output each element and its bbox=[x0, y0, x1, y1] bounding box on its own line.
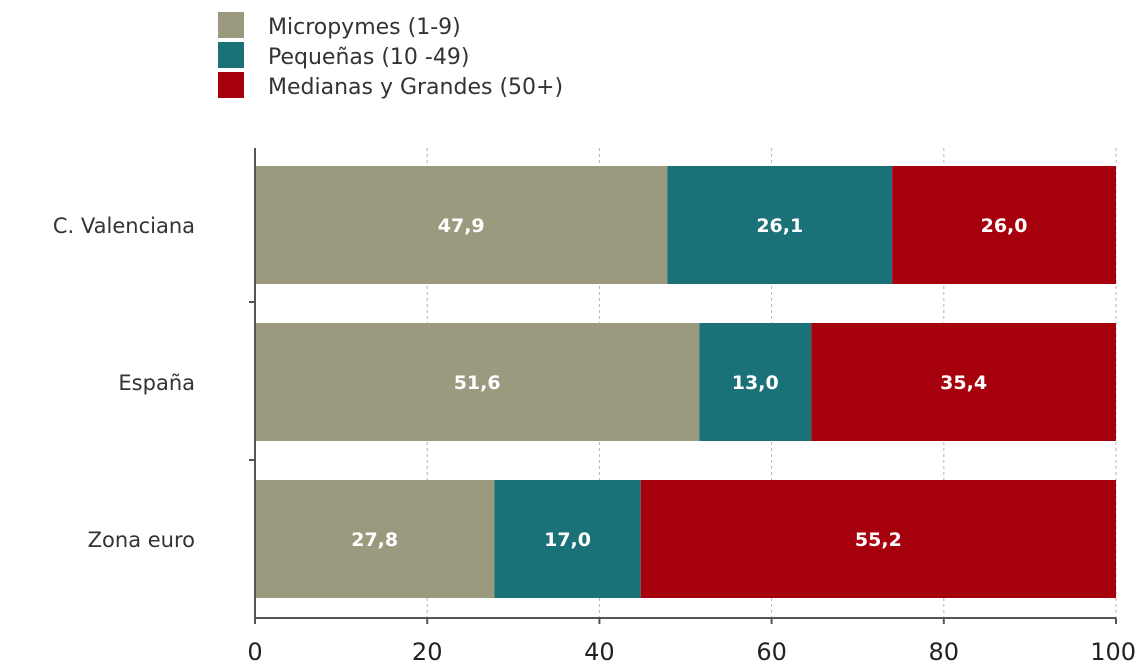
legend-label-pequenas-10-49: Pequeñas (10 -49) bbox=[268, 45, 469, 70]
x-tick-label-20: 20 bbox=[412, 638, 443, 664]
bar-c-valenciana-pequenas-10-49 bbox=[667, 166, 893, 284]
bar-espana-medianas-y-grandes-50 bbox=[811, 323, 1116, 441]
bars: 47,9 26,1 26,0 51,6 13,0 35,4 27,8 17,0 55,2 bbox=[255, 166, 1116, 598]
legend-label-micropymes-1-9: Micropymes (1-9) bbox=[268, 15, 461, 40]
bar-zona-euro-medianas-y-grandes-50 bbox=[640, 480, 1116, 598]
category-label-espana: España bbox=[118, 371, 195, 395]
x-tick-label-40: 40 bbox=[584, 638, 615, 664]
legend-label-medianas-y-grandes-50: Medianas y Grandes (50+) bbox=[268, 75, 563, 100]
bar-espana-micropymes-1-9 bbox=[255, 323, 700, 441]
bar-c-valenciana-micropymes-1-9 bbox=[255, 166, 668, 284]
data-label-espana-pequenas-10-49: 13,0 bbox=[732, 372, 779, 394]
x-tick-label-100: 100 bbox=[1090, 638, 1136, 664]
data-label-espana-medianas-y-grandes-50: 35,4 bbox=[940, 372, 987, 394]
data-label-c-valenciana-micropymes-1-9: 47,9 bbox=[438, 215, 485, 237]
x-tick-label-60: 60 bbox=[756, 638, 787, 664]
category-label-c-valenciana: C. Valenciana bbox=[53, 214, 195, 238]
bar-zona-euro-pequenas-10-49 bbox=[494, 480, 641, 598]
x-tick-label-0: 0 bbox=[247, 638, 262, 664]
data-label-c-valenciana-pequenas-10-49: 26,1 bbox=[756, 215, 803, 237]
x-tick-label-80: 80 bbox=[929, 638, 960, 664]
bar-zona-euro-micropymes-1-9 bbox=[255, 480, 495, 598]
data-label-espana-micropymes-1-9: 51,6 bbox=[454, 372, 501, 394]
legend-swatch-medianas-y-grandes-50 bbox=[218, 72, 244, 98]
bar-c-valenciana-medianas-y-grandes-50 bbox=[892, 166, 1116, 284]
legend: Micropymes (1-9) Pequeñas (10 -49) Mediana… bbox=[218, 12, 563, 100]
data-label-zona-euro-pequenas-10-49: 17,0 bbox=[544, 529, 591, 551]
data-label-zona-euro-micropymes-1-9: 27,8 bbox=[351, 529, 398, 551]
category-labels: C. Valenciana España Zona euro bbox=[53, 214, 195, 552]
x-tick-labels: 0 20 40 60 80 100 bbox=[247, 638, 1136, 664]
legend-swatch-micropymes-1-9 bbox=[218, 12, 244, 38]
data-label-c-valenciana-medianas-y-grandes-50: 26,0 bbox=[981, 215, 1028, 237]
category-label-zona-euro: Zona euro bbox=[88, 528, 195, 552]
axes bbox=[249, 148, 1117, 624]
legend-swatch-pequenas-10-49 bbox=[218, 42, 244, 68]
bar-espana-pequenas-10-49 bbox=[699, 323, 812, 441]
data-label-zona-euro-medianas-y-grandes-50: 55,2 bbox=[855, 529, 902, 551]
